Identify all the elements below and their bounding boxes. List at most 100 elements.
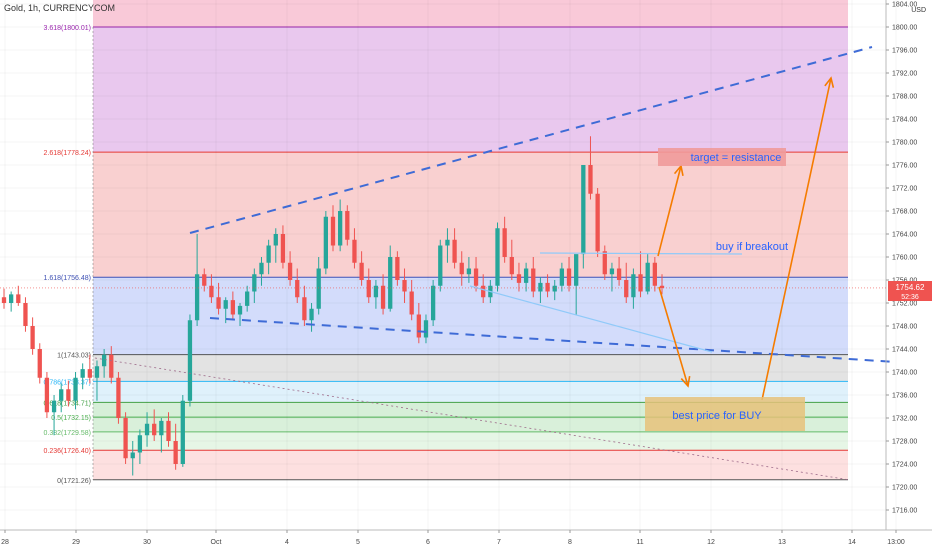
candle-body — [502, 228, 507, 257]
trend-drawings[interactable] — [94, 46, 897, 481]
candle-body — [652, 262, 657, 286]
fib-zone — [93, 152, 848, 278]
candle-body — [366, 280, 371, 298]
candle-body — [373, 285, 379, 298]
candle-body — [509, 257, 514, 275]
candle-body — [338, 211, 343, 246]
upper-trendline[interactable] — [189, 46, 873, 234]
candle-body — [395, 257, 400, 280]
y-tick-label: 1728.00 — [892, 439, 917, 446]
candle-body — [516, 274, 522, 283]
candle-body — [30, 326, 35, 349]
candlesticks — [1, 136, 665, 476]
lower-trendline[interactable] — [209, 317, 897, 363]
fib-zone — [93, 450, 848, 480]
x-tick-label: 8 — [568, 539, 572, 546]
candle-body — [202, 274, 207, 286]
fib-zone — [93, 354, 848, 382]
last-price-badge — [888, 281, 932, 301]
x-tick-label: 6 — [426, 539, 430, 546]
candle-body — [173, 441, 178, 464]
candle-body — [280, 234, 286, 263]
candle-body — [581, 165, 586, 255]
last-price-value: 1754.62 — [896, 283, 925, 292]
x-tick-label: Oct — [211, 539, 222, 546]
candle-body — [631, 274, 636, 298]
target-label-box — [658, 148, 786, 166]
y-tick-label: 1788.00 — [892, 94, 917, 101]
breakout-annotation[interactable]: buy if breakout — [716, 241, 788, 253]
fib-level-label: 2.618(1778.24) — [44, 150, 91, 157]
x-tick-label: 5 — [356, 539, 360, 546]
x-tick-label: 13 — [778, 539, 786, 546]
blue-channel-line[interactable] — [469, 285, 713, 353]
x-tick-label: 30 — [143, 539, 151, 546]
y-tick-label: 1724.00 — [892, 462, 917, 469]
candle-body — [87, 369, 92, 378]
candle-body — [109, 354, 114, 378]
candle-body — [588, 165, 593, 194]
candle-body — [9, 294, 14, 303]
candle-body — [123, 418, 128, 459]
candle-body — [388, 257, 393, 309]
candle-body — [259, 262, 264, 275]
bar-countdown: 52:36 — [901, 294, 919, 301]
candle-body — [37, 349, 42, 378]
y-tick-label: 1792.00 — [892, 71, 917, 78]
candle-body — [595, 193, 600, 252]
candle-body — [616, 268, 622, 280]
fib-level-label: 0(1721.26) — [57, 478, 91, 485]
candle-body — [266, 245, 271, 263]
candle-body — [166, 420, 171, 441]
candle-body — [237, 305, 243, 315]
candle-body — [316, 268, 321, 309]
time-axis[interactable]: 28 29 30 Oct 4 5 6 7 8 11 12 13 14 13:00 — [0, 529, 932, 546]
candle-body — [638, 274, 643, 292]
x-tick-label: 12 — [707, 539, 715, 546]
target-annotation[interactable]: target = resistance — [691, 152, 782, 164]
symbol-label: Gold, 1h, CURRENCYCOM — [4, 3, 115, 13]
candle-body — [295, 280, 300, 298]
candle-body — [252, 274, 257, 292]
arrow-up-long[interactable] — [761, 77, 832, 401]
y-tick-label: 1760.00 — [892, 255, 917, 262]
arrow-up-target[interactable] — [657, 165, 682, 257]
candle-body — [101, 354, 107, 367]
candle-body — [44, 377, 50, 413]
best-price-box[interactable] — [645, 397, 805, 431]
fib-level-label: 1(1743.03) — [57, 353, 91, 360]
fib-zone — [93, 26, 848, 153]
arrow-down-dip[interactable] — [658, 286, 689, 387]
candle-body — [430, 285, 436, 321]
candle-body — [459, 262, 464, 275]
y-tick-label: 1772.00 — [892, 186, 917, 193]
candle-body — [624, 280, 629, 298]
candle-body — [523, 268, 529, 283]
candle-body — [602, 251, 607, 275]
x-tick-label: 13:00 — [887, 539, 905, 546]
y-tick-label: 1748.00 — [892, 324, 917, 331]
candle-body — [538, 282, 543, 292]
candle-body — [130, 452, 135, 459]
price-axis[interactable]: 1804.00 1800.00 1796.00 1792.00 1788.00 1784.… — [0, 0, 917, 530]
candle-body — [209, 285, 214, 298]
candle-body — [473, 268, 479, 286]
x-tick-label: 29 — [72, 539, 80, 546]
y-tick-label: 1800.00 — [892, 25, 917, 32]
candle-body — [402, 280, 407, 292]
x-tick-label: 4 — [285, 539, 289, 546]
y-tick-label: 1776.00 — [892, 163, 917, 170]
breakout-level-line[interactable] — [539, 252, 743, 255]
candle-body — [159, 420, 164, 436]
candle-body — [66, 389, 71, 401]
fib-zone-top — [93, 0, 848, 27]
y-tick-label: 1736.00 — [892, 393, 917, 400]
candle-body — [323, 216, 328, 269]
candle-body — [566, 268, 572, 286]
candle-body — [345, 211, 350, 240]
fib-level-label: 3.618(1800.01) — [44, 25, 91, 32]
candle-body — [230, 300, 236, 315]
candle-body — [452, 239, 457, 263]
candle-body — [273, 234, 278, 246]
